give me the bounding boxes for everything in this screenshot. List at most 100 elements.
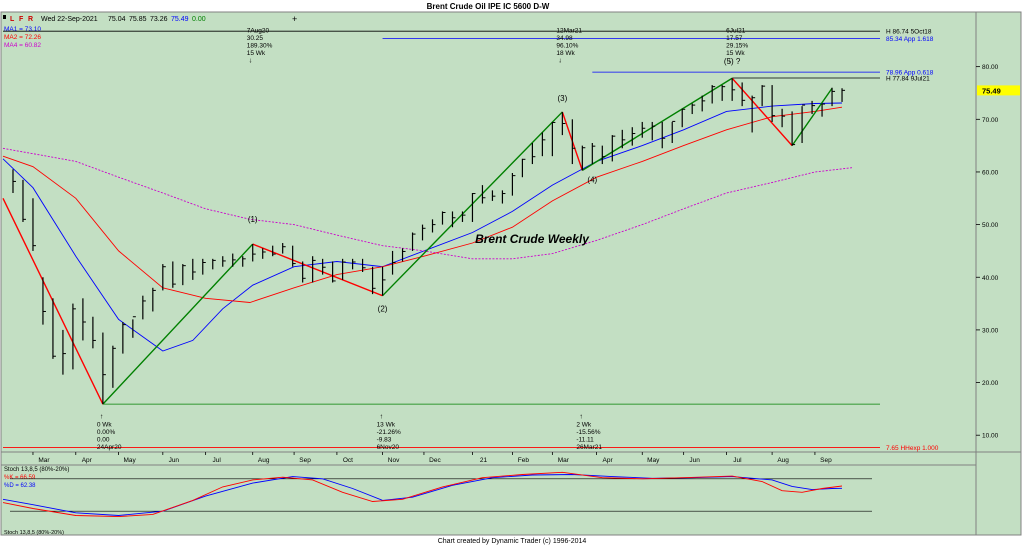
swing-low-annotation: 2 Wk bbox=[576, 421, 592, 428]
date-axis-label: Feb bbox=[518, 457, 530, 464]
stoch-d-label: %D = 62.38 bbox=[4, 483, 36, 489]
price-axis-label: 10.00 bbox=[982, 433, 999, 440]
legend-ma1: MA1 = 73.10 bbox=[4, 26, 41, 33]
toolbar-open: 75.04 bbox=[108, 16, 126, 23]
date-axis-label: Jul bbox=[212, 457, 221, 464]
toolbar: L F R Wed 22-Sep-2021 75.04 75.85 73.26 … bbox=[3, 14, 297, 24]
date-axis-label: Sep bbox=[820, 457, 832, 464]
swing-high-annotation: 7Aug20 bbox=[247, 27, 270, 34]
swing-low-annotation: 24Apr20 bbox=[97, 444, 122, 451]
swing-low-arrow: ↑ bbox=[100, 413, 104, 420]
date-axis-label: Sep bbox=[299, 457, 311, 464]
date-axis-label: Mar bbox=[558, 457, 570, 464]
swing-high-annotation: 15 Wk bbox=[726, 50, 745, 57]
swing-low-annotation: 0.00% bbox=[97, 429, 116, 436]
date-axis-label: Oct bbox=[343, 457, 353, 464]
date-axis-label: Aug bbox=[777, 457, 789, 464]
toolbar-marker-icon bbox=[3, 15, 6, 19]
stoch-axis-label: Stoch 13,8,5 (80%-20%) bbox=[4, 530, 64, 536]
price-panel bbox=[0, 11, 977, 453]
price-axis-label: 60.00 bbox=[982, 169, 999, 176]
legend-ma4: MA4 = 60.82 bbox=[4, 42, 41, 49]
swing-high-annotation: 6Jul21 bbox=[726, 27, 746, 34]
date-axis-label: Nov bbox=[388, 457, 400, 464]
date-axis-label: May bbox=[647, 457, 660, 464]
date-axis: Mar Apr May Jun Jul Aug Sep Oct Nov Dec 21 Feb Mar Ap… bbox=[32, 452, 832, 464]
chart-title: Brent Crude Weekly bbox=[475, 232, 590, 246]
swing-low-annotation: 26Mar21 bbox=[576, 444, 602, 451]
stoch-label: Stoch 13,8,5 (80%-20%) bbox=[4, 467, 69, 473]
date-axis-label: May bbox=[123, 457, 136, 464]
price-axis-label: 50.00 bbox=[982, 222, 999, 229]
swing-high-annotation: 18 Wk bbox=[556, 50, 575, 57]
date-axis-label: Dec bbox=[429, 457, 441, 464]
moving-average-ma2 bbox=[2, 106, 843, 303]
stochastic-panel bbox=[0, 464, 977, 536]
date-axis-label: Apr bbox=[82, 457, 93, 464]
toolbar-low: 73.26 bbox=[150, 16, 168, 23]
swing-low-annotation: 13 Wk bbox=[377, 421, 396, 428]
swing-low-annotation: 6Nov20 bbox=[377, 444, 400, 451]
toolbar-button-f[interactable]: F bbox=[19, 16, 24, 23]
swing-low-arrow: ↑ bbox=[380, 413, 384, 420]
price-bars bbox=[12, 78, 846, 405]
price-axis-label: 70.00 bbox=[982, 117, 999, 124]
toolbar-close: 75.49 bbox=[171, 16, 189, 23]
swing-high-arrow: ↓ bbox=[558, 57, 562, 64]
swing-high-annotation: 29.15% bbox=[726, 42, 748, 49]
wave-label: (4) bbox=[587, 175, 597, 184]
swing-low-annotation: -21.26% bbox=[377, 429, 401, 436]
window-title: Brent Crude Oil IPE IC 5600 D-W bbox=[427, 2, 550, 11]
date-axis-label: 21 bbox=[480, 457, 488, 464]
swing-line bbox=[252, 243, 383, 297]
swing-low-annotation: -15.56% bbox=[576, 429, 600, 436]
date-axis-label: Apr bbox=[603, 457, 614, 464]
toolbar-volume: 0.00 bbox=[192, 16, 206, 23]
swing-low-annotation: 0 Wk bbox=[97, 421, 113, 428]
date-axis-label: Jun bbox=[689, 457, 700, 464]
swing-high-annotation: 96.10% bbox=[556, 42, 578, 49]
moving-average-ma1 bbox=[2, 102, 843, 352]
swing-high-annotation: 30.25 bbox=[247, 35, 264, 42]
last-price-label: 75.49 bbox=[982, 86, 1001, 95]
toolbar-button-l[interactable]: L bbox=[10, 16, 15, 23]
swing-line bbox=[581, 77, 733, 171]
legend-ma2: MA2 = 72.26 bbox=[4, 34, 41, 41]
wave-label: (3) bbox=[557, 94, 567, 103]
price-level-label: H 77.84 9Jul21 bbox=[886, 76, 930, 83]
axis-panel bbox=[975, 11, 1022, 453]
swing-line bbox=[791, 87, 833, 147]
price-level-label: 7.65 HHexp 1.000 bbox=[886, 445, 939, 452]
wave-labels: (1) (2) (3) (4) (5) ? bbox=[248, 57, 741, 313]
toolbar-date: Wed 22-Sep-2021 bbox=[41, 16, 98, 23]
toolbar-high: 75.85 bbox=[129, 16, 147, 23]
swing-low-arrow: ↑ bbox=[579, 413, 583, 420]
date-axis-label: Aug bbox=[258, 457, 270, 464]
swing-high-annotation: 17.57 bbox=[726, 35, 743, 42]
wave-label: (5) ? bbox=[724, 57, 741, 66]
toolbar-plus-button[interactable]: + bbox=[292, 14, 297, 24]
price-axis: 10.00 20.00 30.00 40.00 50.00 60.00 70.00 80.00… bbox=[976, 64, 1020, 440]
price-level-label: H 86.74 5Oct18 bbox=[886, 29, 932, 36]
wave-label: (2) bbox=[378, 304, 388, 313]
swing-high-arrow: ↓ bbox=[249, 57, 253, 64]
swing-high-annotation: 189.30% bbox=[247, 42, 273, 49]
stoch-k-label: %K = 66.59 bbox=[4, 475, 36, 481]
price-axis-label: 30.00 bbox=[982, 327, 999, 334]
footer-credit: Chart created by Dynamic Trader (c) 1996… bbox=[438, 538, 587, 545]
moving-average-ma4 bbox=[2, 147, 853, 260]
price-level-label: 85.34 App 1.618 bbox=[886, 36, 934, 43]
price-axis-label: 80.00 bbox=[982, 64, 999, 71]
swing-high-arrow: ↓ bbox=[728, 57, 732, 64]
swing-low-annotation: -9.83 bbox=[377, 436, 392, 443]
date-axis-label: Mar bbox=[38, 457, 50, 464]
swing-high-annotation: 12Mar21 bbox=[556, 27, 582, 34]
wave-label: (1) bbox=[248, 215, 258, 224]
price-axis-label: 40.00 bbox=[982, 275, 999, 282]
toolbar-button-r[interactable]: R bbox=[28, 16, 33, 23]
swing-line bbox=[102, 243, 254, 405]
